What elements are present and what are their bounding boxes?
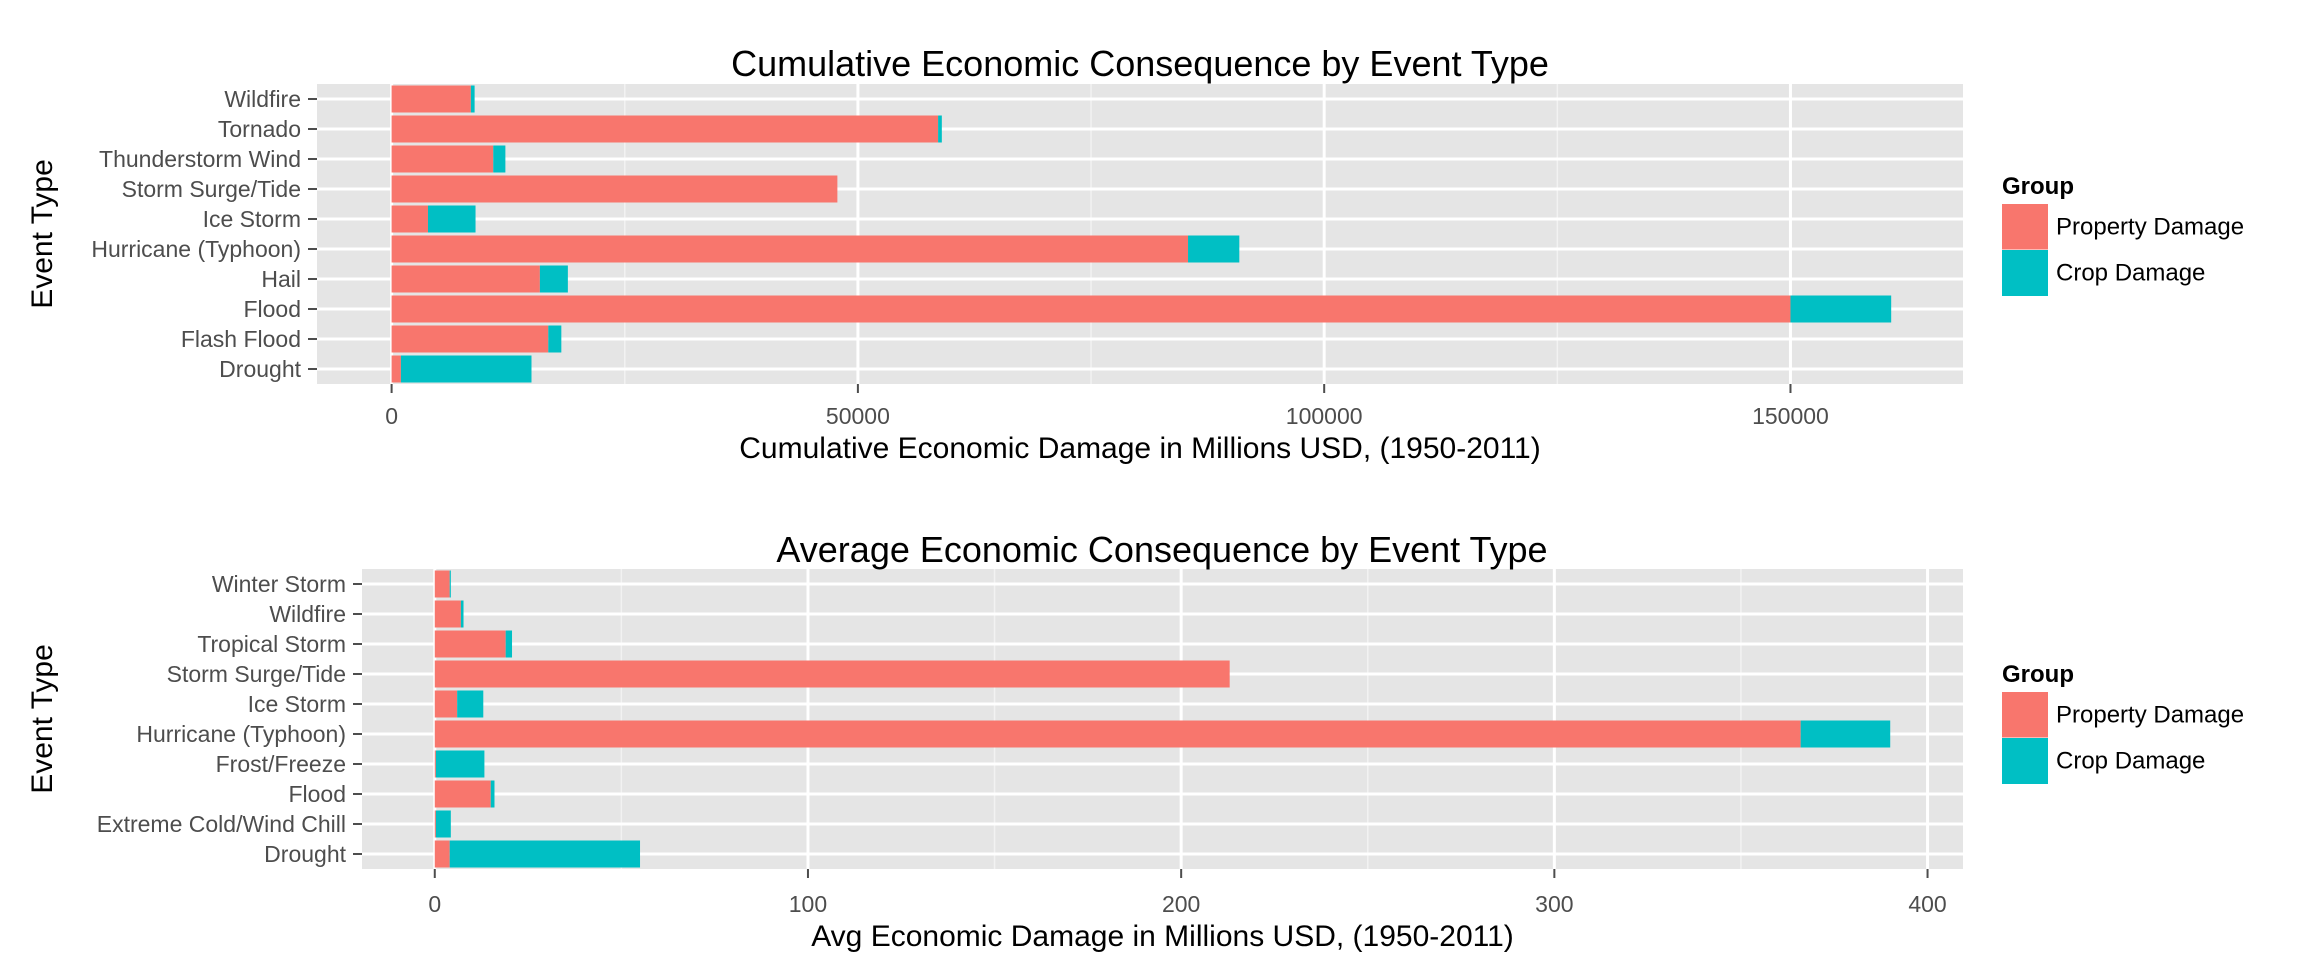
y-tick-label: Tropical Storm bbox=[197, 631, 346, 657]
bar-crop-flash-flood bbox=[548, 325, 562, 353]
bar-property-hurricane-typhoon- bbox=[391, 235, 1189, 263]
bar-crop-flood bbox=[1790, 295, 1892, 323]
bar-property-flash-flood bbox=[391, 325, 549, 353]
bar-property-storm-surge-tide bbox=[391, 175, 838, 203]
y-tick-label: Ice Storm bbox=[203, 206, 301, 232]
legend-title: Group bbox=[2002, 661, 2074, 688]
x-tick-label: 150000 bbox=[1752, 403, 1829, 429]
y-tick-label: Winter Storm bbox=[212, 571, 346, 597]
x-tick-label: 100 bbox=[789, 891, 827, 917]
y-tick-label: Thunderstorm Wind bbox=[99, 146, 301, 172]
bar-property-winter-storm bbox=[434, 570, 450, 598]
chart-panel-1: Wildfire Tornado Thunderstorm Wind Storm Su… bbox=[26, 43, 2244, 465]
x-tick-label: 400 bbox=[1908, 891, 1946, 917]
bar-crop-wildfire bbox=[460, 600, 464, 628]
legend-label: Property Damage bbox=[2056, 702, 2244, 729]
legend-swatch-crop bbox=[2002, 250, 2048, 296]
bar-property-hurricane-typhoon- bbox=[434, 720, 1801, 748]
bar-crop-drought bbox=[449, 840, 641, 868]
y-tick-label: Drought bbox=[219, 356, 301, 382]
bar-property-drought bbox=[434, 840, 450, 868]
bar-crop-tornado bbox=[938, 115, 942, 143]
bar-crop-ice-storm bbox=[427, 205, 476, 233]
chart-title: Cumulative Economic Consequence by Event… bbox=[731, 43, 1549, 84]
y-tick-label: Wildfire bbox=[224, 86, 301, 112]
y-tick-label: Hail bbox=[261, 266, 301, 292]
y-tick-label: Hurricane (Typhoon) bbox=[91, 236, 301, 262]
y-tick-label: Flood bbox=[288, 781, 346, 807]
y-tick-label: Extreme Cold/Wind Chill bbox=[97, 811, 346, 837]
x-tick-label: 0 bbox=[385, 403, 398, 429]
legend: Group Property Damage Crop Damage bbox=[2001, 173, 2244, 297]
bar-property-storm-surge-tide bbox=[434, 660, 1230, 688]
y-tick-label: Drought bbox=[264, 841, 346, 867]
bar-property-drought bbox=[391, 355, 401, 383]
legend-swatch-property bbox=[2002, 692, 2048, 738]
legend-label: Property Damage bbox=[2056, 214, 2244, 241]
chart-panel-2: Winter Storm Wildfire Tropical Storm Storm … bbox=[26, 529, 2244, 953]
bar-crop-ice-storm bbox=[457, 690, 484, 718]
y-axis-title: Event Type bbox=[26, 159, 59, 309]
y-tick-label: Storm Surge/Tide bbox=[167, 661, 346, 687]
bar-property-extreme-cold-wind-chill bbox=[434, 810, 436, 838]
y-tick-label: Storm Surge/Tide bbox=[122, 176, 301, 202]
bar-property-ice-storm bbox=[434, 690, 458, 718]
bar-crop-hail bbox=[539, 265, 568, 293]
legend-title: Group bbox=[2002, 173, 2074, 200]
plot-background bbox=[362, 569, 1963, 869]
y-tick-label: Tornado bbox=[218, 116, 301, 142]
x-axis-title: Cumulative Economic Damage in Millions U… bbox=[739, 432, 1540, 465]
legend: Group Property Damage Crop Damage bbox=[2001, 661, 2244, 785]
legend-swatch-property bbox=[2002, 204, 2048, 250]
y-tick-label: Frost/Freeze bbox=[216, 751, 346, 777]
y-tick-label: Hurricane (Typhoon) bbox=[136, 721, 346, 747]
bar-crop-winter-storm bbox=[449, 570, 451, 598]
x-tick-label: 0 bbox=[428, 891, 441, 917]
bar-crop-frost-freeze bbox=[435, 750, 485, 778]
bar-property-flood bbox=[391, 295, 1791, 323]
bar-crop-wildfire bbox=[470, 85, 475, 113]
bar-crop-extreme-cold-wind-chill bbox=[435, 810, 451, 838]
bar-crop-hurricane-typhoon- bbox=[1188, 235, 1240, 263]
bar-crop-thunderstorm-wind bbox=[493, 145, 506, 173]
bar-property-ice-storm bbox=[391, 205, 428, 233]
bar-crop-tropical-storm bbox=[505, 630, 513, 658]
bar-property-flood bbox=[434, 780, 491, 808]
bar-crop-hurricane-typhoon- bbox=[1800, 720, 1891, 748]
x-tick-label: 300 bbox=[1535, 891, 1573, 917]
bar-crop-flood bbox=[490, 780, 495, 808]
y-tick-label: Wildfire bbox=[269, 601, 346, 627]
y-tick-label: Flash Flood bbox=[181, 326, 301, 352]
legend-label: Crop Damage bbox=[2056, 260, 2205, 287]
x-tick-label: 50000 bbox=[826, 403, 890, 429]
chart-title: Average Economic Consequence by Event Ty… bbox=[776, 529, 1547, 570]
bar-property-hail bbox=[391, 265, 540, 293]
x-axis-title: Avg Economic Damage in Millions USD, (19… bbox=[811, 920, 1514, 953]
y-axis-title: Event Type bbox=[26, 644, 59, 794]
bar-property-tropical-storm bbox=[434, 630, 506, 658]
y-tick-label: Flood bbox=[243, 296, 301, 322]
bar-property-thunderstorm-wind bbox=[391, 145, 494, 173]
bar-property-tornado bbox=[391, 115, 939, 143]
bar-crop-drought bbox=[400, 355, 532, 383]
bar-property-wildfire bbox=[391, 85, 471, 113]
bar-property-wildfire bbox=[434, 600, 461, 628]
y-tick-label: Ice Storm bbox=[248, 691, 346, 717]
legend-swatch-crop bbox=[2002, 738, 2048, 784]
x-tick-label: 100000 bbox=[1286, 403, 1363, 429]
bar-property-frost-freeze bbox=[434, 750, 436, 778]
x-tick-label: 200 bbox=[1162, 891, 1200, 917]
legend-label: Crop Damage bbox=[2056, 748, 2205, 775]
